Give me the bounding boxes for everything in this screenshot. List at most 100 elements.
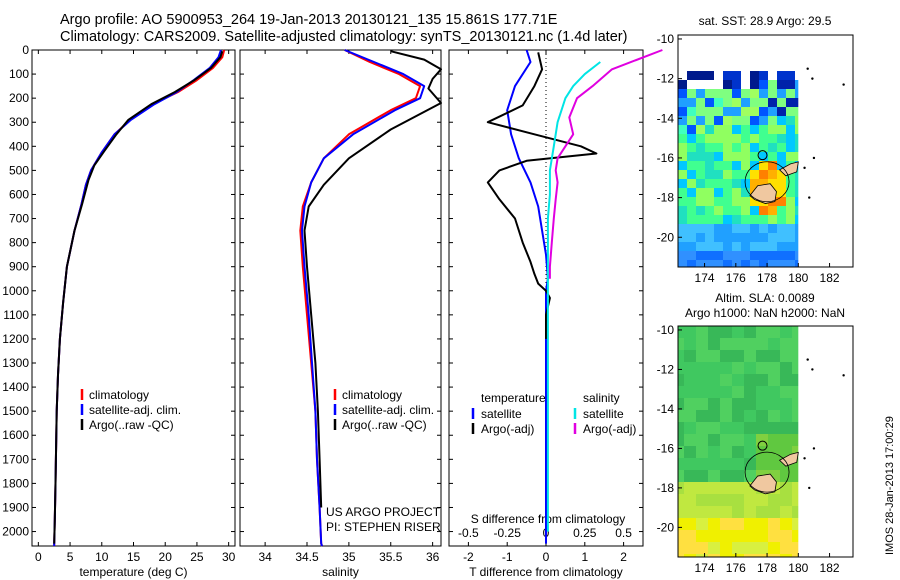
s-diff-tick-label: 0.5 bbox=[615, 526, 632, 540]
map-cell bbox=[678, 179, 687, 188]
map-cell bbox=[768, 392, 774, 398]
map-cell bbox=[678, 98, 687, 107]
island-dot bbox=[842, 374, 845, 377]
profile-panel-frame bbox=[239, 49, 442, 547]
x-tick-label: 0 bbox=[543, 550, 550, 564]
map-cell bbox=[687, 89, 696, 98]
map-cell bbox=[696, 233, 705, 242]
map-cell bbox=[786, 464, 792, 470]
map-cell bbox=[726, 548, 732, 554]
map-cell bbox=[792, 392, 798, 398]
map-cell bbox=[696, 362, 702, 368]
map-cell bbox=[720, 464, 726, 470]
map-cell bbox=[732, 452, 738, 458]
map-cell bbox=[780, 512, 786, 518]
map-cell bbox=[705, 71, 714, 80]
map-cell bbox=[708, 452, 714, 458]
map-cell bbox=[705, 206, 714, 215]
map-cell bbox=[714, 380, 720, 386]
map-cell bbox=[768, 428, 774, 434]
map-cell bbox=[786, 188, 795, 197]
map-cell bbox=[732, 536, 738, 542]
map-cell bbox=[786, 518, 792, 524]
map-cell bbox=[720, 542, 726, 548]
map-cell bbox=[750, 500, 756, 506]
map-cell bbox=[792, 494, 798, 500]
map-cell bbox=[690, 500, 696, 506]
x-tick-label: 35 bbox=[342, 550, 356, 564]
map-cell bbox=[750, 233, 759, 242]
map-cell bbox=[714, 404, 720, 410]
map-cell bbox=[687, 170, 696, 179]
map-cell bbox=[774, 512, 780, 518]
map-cell bbox=[723, 224, 732, 233]
map-cell bbox=[702, 356, 708, 362]
map-cell bbox=[750, 107, 759, 116]
island-dot bbox=[811, 368, 814, 371]
map-cell bbox=[774, 482, 780, 488]
map-cell bbox=[708, 344, 714, 350]
map-cell bbox=[687, 206, 696, 215]
map-cell bbox=[696, 464, 702, 470]
map-cell bbox=[741, 206, 750, 215]
map-cell bbox=[726, 374, 732, 380]
map-cell bbox=[684, 506, 690, 512]
map-cell bbox=[720, 374, 726, 380]
map-cell bbox=[786, 488, 792, 494]
island-dot bbox=[803, 457, 806, 460]
map-cell bbox=[750, 398, 756, 404]
map-cell bbox=[777, 152, 786, 161]
map-cell bbox=[756, 506, 762, 512]
map-cell bbox=[768, 524, 774, 530]
title-line-1: Argo profile: AO 5900953_264 19-Jan-2013… bbox=[60, 12, 558, 28]
map-cell bbox=[720, 428, 726, 434]
map-cell bbox=[690, 458, 696, 464]
depth-tick-label: 500 bbox=[9, 163, 29, 177]
map-cell bbox=[726, 512, 732, 518]
map-cell bbox=[690, 488, 696, 494]
map-cell bbox=[687, 215, 696, 224]
map-cell bbox=[714, 134, 723, 143]
map-cell bbox=[744, 542, 750, 548]
map-cell bbox=[795, 233, 799, 242]
map-cell bbox=[720, 410, 726, 416]
x-tick-label: 2 bbox=[620, 550, 627, 564]
x-tick-label: -2 bbox=[463, 550, 474, 564]
map-cell bbox=[705, 242, 714, 251]
legend-label: climatology bbox=[342, 388, 402, 402]
x-tick-label: 35.5 bbox=[379, 550, 403, 564]
map-cell bbox=[750, 422, 756, 428]
argo-position-marker bbox=[757, 440, 768, 451]
map-x-tick-label: 176 bbox=[726, 561, 746, 575]
map-cell bbox=[786, 98, 795, 107]
map-cell bbox=[702, 458, 708, 464]
x-axis-label: T difference from climatology bbox=[469, 565, 623, 579]
map-cell bbox=[720, 398, 726, 404]
legend-label: climatology bbox=[89, 388, 149, 402]
map-cell bbox=[741, 89, 750, 98]
map-cell bbox=[714, 452, 720, 458]
map-cell bbox=[759, 251, 768, 260]
map-cell bbox=[780, 374, 786, 380]
map-cell bbox=[723, 71, 732, 80]
series-line bbox=[303, 50, 442, 508]
map-cell bbox=[744, 464, 750, 470]
map-cell bbox=[684, 530, 690, 536]
map-cell bbox=[678, 440, 684, 446]
land-viti-levu bbox=[749, 473, 777, 495]
map-cell bbox=[744, 482, 750, 488]
map-cell bbox=[684, 476, 690, 482]
map-cell bbox=[678, 506, 684, 512]
map-cell bbox=[795, 98, 799, 107]
map-cell bbox=[774, 464, 780, 470]
map-cell bbox=[702, 506, 708, 512]
map-cell bbox=[792, 488, 798, 494]
map-cell bbox=[678, 362, 684, 368]
map-cell bbox=[696, 494, 702, 500]
map-cell bbox=[795, 215, 799, 224]
map-cell bbox=[723, 197, 732, 206]
map-cell bbox=[714, 392, 720, 398]
map-cell bbox=[690, 464, 696, 470]
map-cell bbox=[732, 428, 738, 434]
map-cell bbox=[687, 224, 696, 233]
